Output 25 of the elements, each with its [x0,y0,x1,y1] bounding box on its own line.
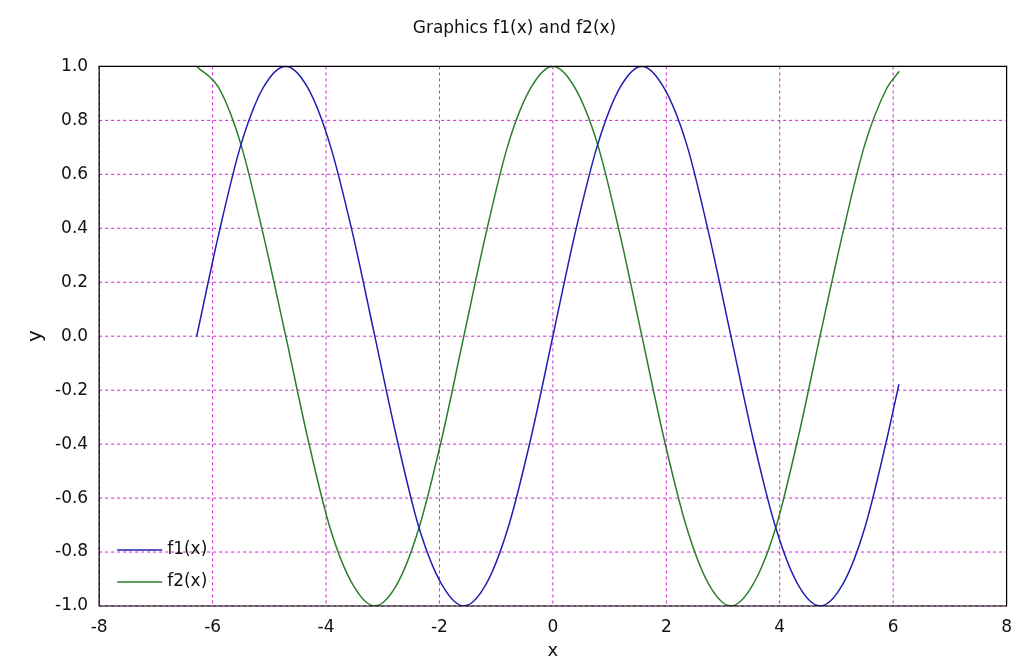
x-tick-label: -6 [204,615,222,636]
x-tick-label: -4 [317,615,335,636]
legend-label: f1(x) [167,538,208,559]
x-tick-label: 2 [660,615,672,636]
y-tick-label: -0.2 [55,378,89,399]
y-tick-label: 0.6 [61,162,89,183]
y-tick-label: 0.8 [61,108,89,129]
x-axis-title: x [547,638,559,660]
y-tick-label: -0.8 [55,540,89,561]
y-tick-label: -1.0 [55,594,89,615]
legend-label: f2(x) [167,570,208,591]
x-tick-label: 4 [774,615,786,636]
x-tick-label: 6 [887,615,899,636]
y-axis-title: y [22,330,47,343]
y-tick-label: 0.2 [61,270,89,291]
y-tick-label: 1.0 [61,54,89,75]
y-tick-label: -0.4 [55,432,89,453]
y-tick-label: -0.6 [55,486,89,507]
y-tick-label: 0.4 [61,216,89,237]
x-tick-label: -2 [430,615,448,636]
x-tick-label: -8 [90,615,108,636]
x-tick-label: 8 [1001,615,1013,636]
x-tick-label: 0 [547,615,559,636]
chart-title: Graphics f1(x) and f2(x) [412,16,617,37]
y-tick-label: 0.0 [61,324,89,345]
